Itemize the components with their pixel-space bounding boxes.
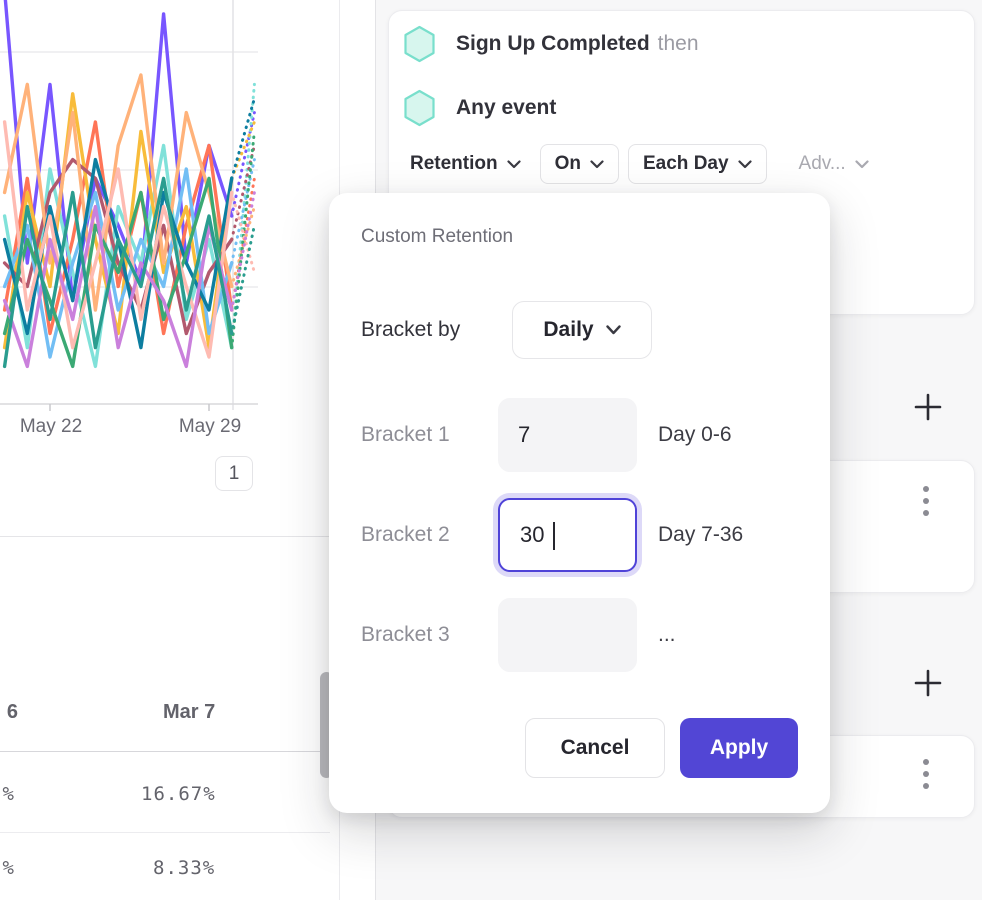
apply-button[interactable]: Apply — [680, 718, 798, 778]
x-axis-tick-label: May 22 — [19, 416, 83, 437]
chart-line-incomplete-cohort-8 — [230, 97, 256, 180]
returning-event-name: Any event — [456, 96, 557, 119]
table-header-rule — [0, 751, 339, 752]
bracket-2-label: Bracket 2 — [361, 523, 450, 546]
chart-line-incomplete-cohort-12 — [230, 223, 256, 335]
retention-line-chart — [0, 0, 375, 412]
table-cell-cut: % — [2, 857, 15, 879]
more-options-button[interactable] — [913, 479, 939, 523]
pagination-page-button[interactable]: 1 — [215, 456, 253, 491]
bracket-1-label: Bracket 1 — [361, 423, 450, 446]
chart-line-incomplete-cohort-7 — [230, 205, 256, 288]
chart-line-incomplete-cohort-6 — [230, 158, 256, 265]
table-cell: 16.67% — [141, 783, 216, 805]
advanced-dropdown[interactable]: Adv... — [793, 145, 875, 183]
event-hexagon-icon — [404, 25, 435, 63]
table-column-header: Mar 7 — [163, 701, 216, 723]
bracket-2-range: Day 7-36 — [658, 523, 744, 546]
on-dropdown[interactable]: On — [539, 144, 619, 184]
section-divider — [0, 536, 340, 537]
first-event-name: Sign Up Completed — [456, 32, 650, 55]
kebab-icon — [923, 759, 929, 765]
event-connector-label: then — [657, 32, 699, 55]
custom-retention-modal: Custom Retention Bracket by Daily Bracke… — [329, 193, 830, 813]
measure-dropdown[interactable]: Retention — [400, 145, 531, 183]
text-caret — [553, 522, 555, 550]
bracket-unit-dropdown[interactable]: Daily — [512, 301, 652, 359]
table-column-header-cut: 6 — [6, 701, 18, 723]
chevron-down-icon — [855, 159, 869, 168]
more-options-button[interactable] — [913, 752, 939, 796]
cancel-button[interactable]: Cancel — [525, 718, 665, 778]
chart-line-incomplete-cohort-3 — [230, 82, 256, 350]
plus-icon — [914, 669, 942, 697]
bracket-1-range: Day 0-6 — [658, 423, 732, 446]
modal-title: Custom Retention — [361, 226, 514, 247]
bracket-1-input[interactable] — [498, 398, 637, 472]
table-cell: 8.33% — [153, 857, 216, 879]
chart-line-incomplete-cohort-5 — [230, 144, 256, 241]
chevron-down-icon — [605, 325, 621, 335]
add-section-button[interactable] — [911, 666, 945, 700]
event-hexagon-icon — [404, 89, 435, 127]
chevron-down-icon — [507, 159, 521, 168]
chart-line-incomplete-cohort-1 — [230, 111, 256, 218]
query-controls-row: Retention On Each Day Adv... — [400, 144, 875, 184]
returning-event-row[interactable]: Any event — [403, 89, 556, 127]
bracket-3-input[interactable] — [498, 598, 637, 672]
kebab-icon — [923, 486, 929, 492]
kebab-icon — [923, 771, 929, 777]
kebab-icon — [923, 783, 929, 789]
plus-icon — [914, 393, 942, 421]
first-event-row[interactable]: Sign Up Completed then — [403, 25, 699, 63]
add-section-button[interactable] — [911, 390, 945, 424]
chart-line-incomplete-cohort-11 — [230, 191, 256, 312]
bracket-3-range: ... — [658, 623, 676, 646]
kebab-icon — [923, 510, 929, 516]
chevron-down-icon — [737, 159, 752, 168]
table-row-divider — [0, 832, 330, 833]
bracket-3-label: Bracket 3 — [361, 623, 450, 646]
bracket-2-input[interactable] — [498, 498, 637, 572]
chevron-down-icon — [590, 159, 604, 168]
table-cell-cut: % — [2, 783, 15, 805]
kebab-icon — [923, 498, 929, 504]
x-axis-tick-label: May 29 — [178, 416, 242, 437]
interval-dropdown[interactable]: Each Day — [628, 144, 767, 184]
chart-line-cohort-7 — [2, 73, 234, 312]
chart-line-cohort-12 — [2, 176, 234, 369]
bracket-by-label: Bracket by — [361, 318, 461, 341]
chart-line-incomplete-cohort-10 — [230, 191, 256, 274]
